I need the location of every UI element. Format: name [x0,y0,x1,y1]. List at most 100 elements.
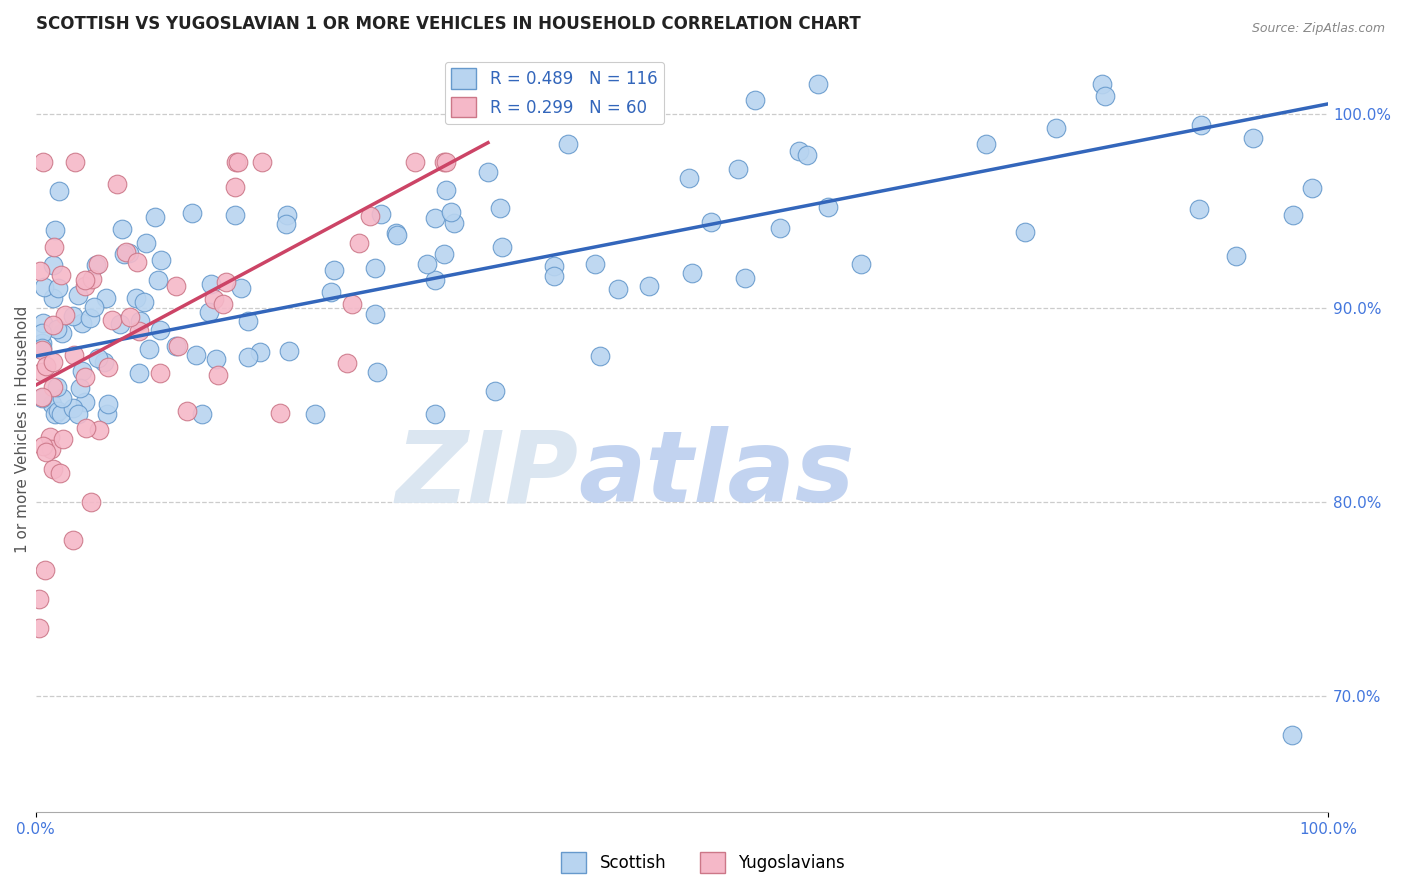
Point [42,318,65,332]
Point [849,257,872,271]
Point [681,266,703,280]
Point [31,390,53,404]
Text: Source: ZipAtlas.com: Source: ZipAtlas.com [1251,22,1385,36]
Point [31,343,53,358]
Point [31,341,53,355]
Point [150,253,173,268]
Point [359,210,381,224]
Point [1282,208,1305,222]
Point [31,365,53,379]
Point [48,281,70,295]
Point [1301,181,1323,195]
Point [93,355,115,369]
Point [44,223,66,237]
Point [55,308,77,322]
Point [165,339,187,353]
Point [276,208,298,222]
Point [1045,121,1067,136]
Point [477,164,499,178]
Point [138,343,160,357]
Point [638,278,661,293]
Point [118,246,141,260]
Point [96,408,118,422]
Point [51,391,73,405]
Point [41,380,63,394]
Point [73,273,96,287]
Point [184,348,207,362]
Point [789,145,811,159]
Point [197,305,219,319]
Point [51,408,73,422]
Point [607,282,630,296]
Point [491,240,513,254]
Point [34,563,56,577]
Point [46,404,69,418]
Point [28,621,51,635]
Point [165,279,187,293]
Point [110,222,132,236]
Point [87,257,110,271]
Point [796,148,818,162]
Point [974,136,997,151]
Y-axis label: 1 or more Vehicles in Household: 1 or more Vehicles in Household [15,305,30,552]
Point [678,171,700,186]
Point [45,322,67,336]
Point [97,396,120,410]
Point [31,335,53,350]
Point [62,401,84,415]
Point [46,380,69,394]
Point [148,323,170,337]
Point [1225,249,1247,263]
Point [52,432,75,446]
Point [370,207,392,221]
Point [557,136,579,151]
Point [28,591,51,606]
Point [112,247,135,261]
Point [226,155,249,169]
Point [41,397,63,411]
Point [385,226,408,240]
Point [727,161,749,176]
Point [583,257,606,271]
Point [128,324,150,338]
Point [118,310,141,325]
Point [110,317,132,331]
Point [32,280,55,294]
Point [425,408,447,422]
Point [62,309,84,323]
Point [38,430,60,444]
Point [41,442,63,457]
Point [277,344,299,359]
Point [143,210,166,224]
Point [105,177,128,191]
Point [205,352,228,367]
Point [543,260,565,274]
Point [73,278,96,293]
Point [49,466,72,480]
Point [404,155,426,169]
Point [443,217,465,231]
Point [211,297,233,311]
Point [34,445,56,459]
Point [31,326,53,341]
Point [94,292,117,306]
Point [49,268,72,282]
Point [387,228,409,243]
Point [768,221,790,235]
Point [28,263,51,277]
Point [44,408,66,422]
Point [347,235,370,250]
Point [250,155,273,169]
Point [323,263,346,277]
Point [146,272,169,286]
Point [97,359,120,374]
Point [101,313,124,327]
Point [80,271,103,285]
Point [425,211,447,225]
Point [63,348,86,362]
Point [129,314,152,328]
Point [42,258,65,272]
Text: atlas: atlas [578,426,855,524]
Point [149,367,172,381]
Point [224,208,246,222]
